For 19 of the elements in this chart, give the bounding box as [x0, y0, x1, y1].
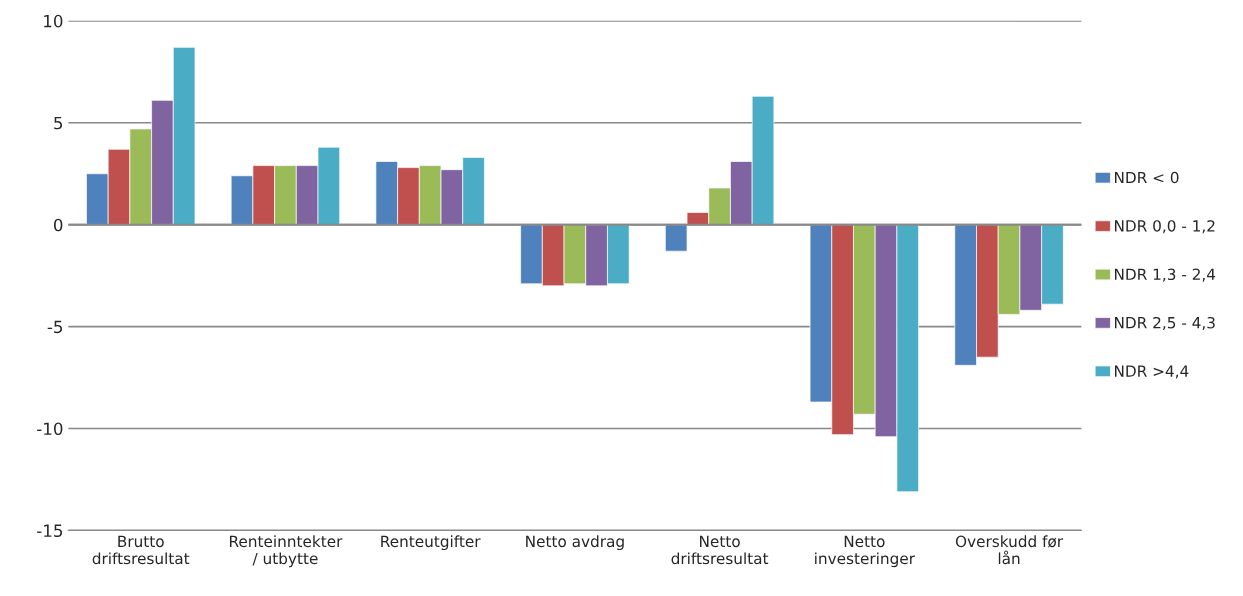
y-tick-label: 5: [54, 116, 63, 130]
y-tick-label: -15: [37, 524, 63, 538]
legend-label: NDR 2,5 - 4,3: [1114, 316, 1215, 331]
y-tick-label: 10: [44, 14, 63, 28]
x-tick-label: Netto investeringer: [815, 535, 915, 568]
legend-label: NDR >4,4: [1114, 365, 1189, 379]
legend-label: NDR 0,0 - 1,2: [1114, 220, 1215, 234]
legend-label: NDR 1,3 - 2,4: [1114, 268, 1216, 282]
x-tick-label: Brutto driftsresultat: [92, 535, 190, 565]
x-tick-label: Renteutgifter: [381, 535, 481, 551]
y-tick-label: 0: [54, 218, 63, 232]
x-tick-label: Netto driftsresultat: [671, 535, 769, 565]
legend-label: NDR < 0: [1114, 171, 1179, 184]
x-tick-label: Renteinntekter / utbytte: [229, 535, 343, 568]
x-tick-label: Netto avdrag: [526, 535, 624, 551]
y-tick-label: -10: [37, 422, 63, 436]
x-tick-label: Overskudd før lån: [955, 535, 1064, 565]
y-tick-label: -5: [47, 320, 63, 334]
bar: [664, 224, 688, 252]
